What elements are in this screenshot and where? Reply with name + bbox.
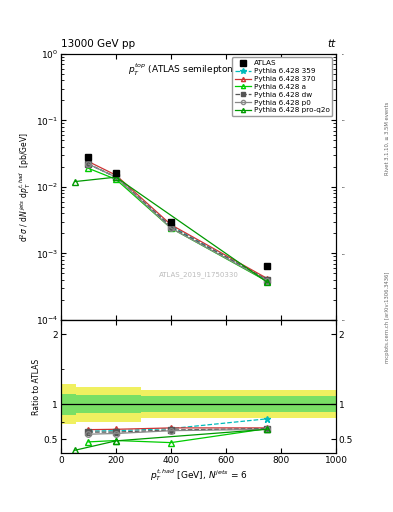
Pythia 6.428 dw	[86, 161, 91, 167]
ATLAS	[265, 263, 270, 269]
Text: 13000 GeV pp: 13000 GeV pp	[61, 38, 135, 49]
Pythia 6.428 pro-q2o	[72, 179, 77, 185]
Line: Pythia 6.428 p0: Pythia 6.428 p0	[86, 161, 270, 284]
Line: Pythia 6.428 dw: Pythia 6.428 dw	[86, 161, 270, 283]
Pythia 6.428 370	[114, 172, 118, 178]
Pythia 6.428 pro-q2o	[114, 174, 118, 180]
Legend: ATLAS, Pythia 6.428 359, Pythia 6.428 370, Pythia 6.428 a, Pythia 6.428 dw, Pyth: ATLAS, Pythia 6.428 359, Pythia 6.428 37…	[232, 57, 332, 116]
Pythia 6.428 dw	[114, 174, 118, 180]
Pythia 6.428 p0	[265, 278, 270, 284]
Pythia 6.428 a	[169, 225, 173, 231]
Pythia 6.428 359	[169, 223, 173, 229]
Text: ATLAS_2019_I1750330: ATLAS_2019_I1750330	[158, 271, 239, 278]
Line: Pythia 6.428 pro-q2o: Pythia 6.428 pro-q2o	[72, 175, 270, 285]
Pythia 6.428 370	[265, 275, 270, 282]
Pythia 6.428 a	[86, 165, 91, 172]
ATLAS	[86, 154, 91, 160]
Y-axis label: Ratio to ATLAS: Ratio to ATLAS	[32, 358, 41, 415]
Pythia 6.428 p0	[86, 161, 91, 167]
Pythia 6.428 p0	[114, 174, 118, 180]
Pythia 6.428 359	[114, 174, 118, 180]
Text: tt: tt	[328, 38, 336, 49]
Text: Rivet 3.1.10, ≥ 3.5M events: Rivet 3.1.10, ≥ 3.5M events	[385, 101, 390, 175]
Pythia 6.428 a	[265, 279, 270, 285]
X-axis label: $p_T^{t,had}$ [GeV], $N^{jets}$ = 6: $p_T^{t,had}$ [GeV], $N^{jets}$ = 6	[150, 467, 247, 483]
Pythia 6.428 dw	[169, 224, 173, 230]
Pythia 6.428 pro-q2o	[265, 279, 270, 285]
Text: $p_T^{top}$ (ATLAS semileptonic ttbar): $p_T^{top}$ (ATLAS semileptonic ttbar)	[128, 62, 269, 78]
Line: ATLAS: ATLAS	[85, 154, 271, 269]
Pythia 6.428 359	[86, 161, 91, 167]
Pythia 6.428 a	[114, 176, 118, 182]
Pythia 6.428 370	[86, 159, 91, 165]
Pythia 6.428 p0	[169, 225, 173, 231]
ATLAS	[169, 219, 173, 225]
Text: mcplots.cern.ch [arXiv:1306.3436]: mcplots.cern.ch [arXiv:1306.3436]	[385, 272, 390, 363]
Y-axis label: d$^2\sigma$ / d$N^{jets}$ d$p_T^{t,had}$  [pb/GeV]: d$^2\sigma$ / d$N^{jets}$ d$p_T^{t,had}$…	[17, 132, 33, 242]
Pythia 6.428 359	[265, 277, 270, 283]
Pythia 6.428 370	[169, 222, 173, 228]
Line: Pythia 6.428 359: Pythia 6.428 359	[85, 161, 271, 284]
Pythia 6.428 dw	[265, 277, 270, 283]
ATLAS	[114, 170, 118, 176]
Line: Pythia 6.428 a: Pythia 6.428 a	[86, 165, 270, 284]
Line: Pythia 6.428 370: Pythia 6.428 370	[86, 159, 270, 281]
